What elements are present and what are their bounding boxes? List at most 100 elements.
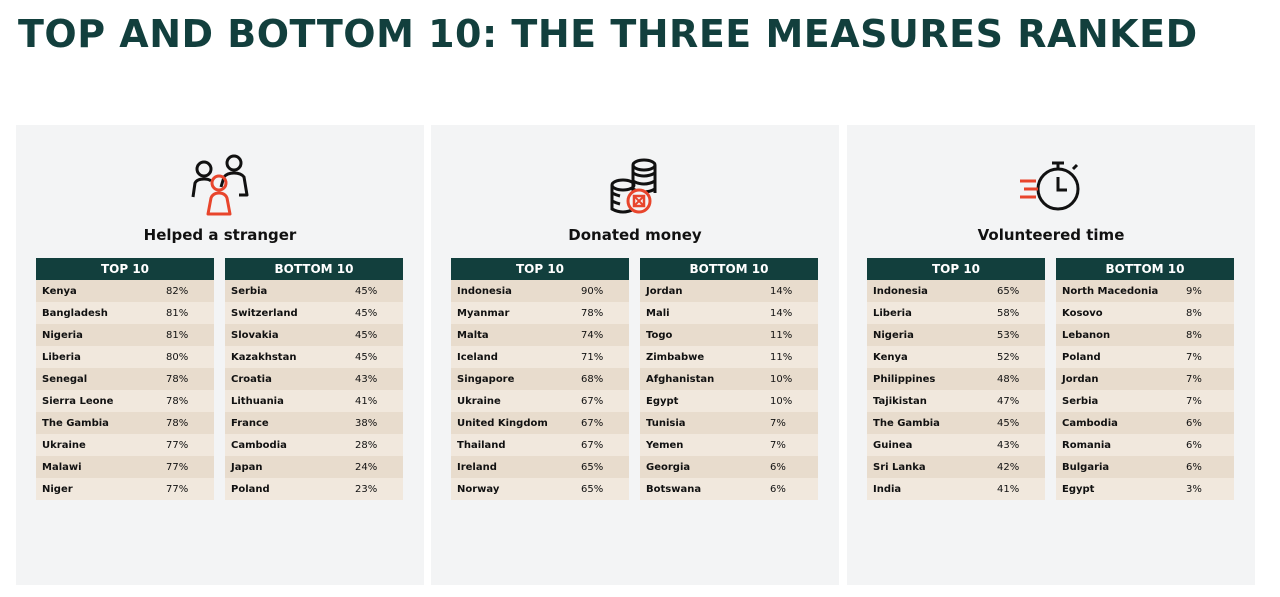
country-name: Myanmar — [457, 307, 510, 319]
country-name: Singapore — [457, 373, 515, 385]
percent-value: 48% — [997, 373, 1020, 385]
percent-value: 7% — [1186, 395, 1202, 407]
country-name: Slovakia — [231, 329, 279, 341]
percent-value: 68% — [581, 373, 604, 385]
table-row: Malawi 77% — [36, 456, 214, 478]
country-name: Lebanon — [1062, 329, 1111, 341]
percent-value: 53% — [997, 329, 1020, 341]
country-name: Afghanistan — [646, 373, 715, 385]
country-name: Bangladesh — [42, 307, 108, 319]
percent-value: 11% — [770, 329, 793, 341]
panel-title: Donated money — [568, 226, 702, 244]
percent-value: 67% — [581, 395, 604, 407]
percent-value: 41% — [355, 395, 378, 407]
country-name: Ukraine — [457, 395, 501, 407]
panel-title: Helped a stranger — [143, 226, 297, 244]
table-row: Tunisia 7% — [640, 412, 818, 434]
percent-value: 6% — [1186, 417, 1202, 429]
country-name: Cambodia — [1062, 417, 1118, 429]
table-row: Serbia 7% — [1056, 390, 1234, 412]
country-name: The Gambia — [42, 417, 109, 429]
percent-value: 23% — [355, 483, 378, 495]
country-name: Zimbabwe — [646, 351, 705, 363]
country-name: Tajikistan — [873, 395, 927, 407]
country-name: Liberia — [873, 307, 912, 319]
percent-value: 67% — [581, 417, 604, 429]
country-name: Croatia — [231, 373, 272, 385]
table-row: Georgia 6% — [640, 456, 818, 478]
table-row: Thailand 67% — [451, 434, 629, 456]
percent-value: 77% — [166, 483, 189, 495]
table-row: Kazakhstan 45% — [225, 346, 403, 368]
table-row: Philippines 48% — [867, 368, 1045, 390]
table-header: TOP 10 — [36, 258, 214, 280]
country-name: Tunisia — [646, 417, 686, 429]
table-row: India 41% — [867, 478, 1045, 500]
country-name: Switzerland — [231, 307, 298, 319]
table-row: Iceland 71% — [451, 346, 629, 368]
percent-value: 45% — [355, 329, 378, 341]
table-row: Cambodia 28% — [225, 434, 403, 456]
country-name: Norway — [457, 483, 500, 495]
table-header: TOP 10 — [867, 258, 1045, 280]
percent-value: 14% — [770, 307, 793, 319]
table-row: Kosovo 8% — [1056, 302, 1234, 324]
country-name: Poland — [1062, 351, 1101, 363]
table-row: Kenya 82% — [36, 280, 214, 302]
percent-value: 78% — [166, 395, 189, 407]
table-body: North Macedonia 9% Kosovo 8% Lebanon 8% Poland… — [1056, 280, 1234, 500]
table-row: Bangladesh 81% — [36, 302, 214, 324]
percent-value: 7% — [770, 439, 786, 451]
percent-value: 45% — [355, 285, 378, 297]
table-row: Sri Lanka 42% — [867, 456, 1045, 478]
country-name: Serbia — [1062, 395, 1099, 407]
percent-value: 6% — [770, 461, 786, 473]
table-row: Malta 74% — [451, 324, 629, 346]
country-name: Ireland — [457, 461, 497, 473]
table-row: Mali 14% — [640, 302, 818, 324]
table-row: Jordan 14% — [640, 280, 818, 302]
table-row: Ukraine 77% — [36, 434, 214, 456]
table-row: Serbia 45% — [225, 280, 403, 302]
country-name: Niger — [42, 483, 73, 495]
percent-value: 6% — [770, 483, 786, 495]
table-row: Ireland 65% — [451, 456, 629, 478]
percent-value: 9% — [1186, 285, 1202, 297]
table-row: Lebanon 8% — [1056, 324, 1234, 346]
country-name: Jordan — [1062, 373, 1099, 385]
percent-value: 78% — [166, 417, 189, 429]
table-row: United Kingdom 67% — [451, 412, 629, 434]
table-row: Afghanistan 10% — [640, 368, 818, 390]
table-row: Tajikistan 47% — [867, 390, 1045, 412]
bottom-10-table: BOTTOM 10 Serbia 45% Switzerland 45% Slovaki… — [225, 258, 403, 500]
country-name: Iceland — [457, 351, 498, 363]
country-name: Serbia — [231, 285, 268, 297]
top-10-table: TOP 10 Indonesia 90% Myanmar 78% Malta 74% Ice… — [451, 258, 629, 500]
country-name: India — [873, 483, 902, 495]
top-10-table: TOP 10 Indonesia 65% Liberia 58% Nigeria 53% K… — [867, 258, 1045, 500]
table-header: BOTTOM 10 — [1056, 258, 1234, 280]
table-row: Egypt 10% — [640, 390, 818, 412]
percent-value: 81% — [166, 307, 189, 319]
country-name: Nigeria — [42, 329, 83, 341]
table-row: Kenya 52% — [867, 346, 1045, 368]
table-row: Singapore 68% — [451, 368, 629, 390]
percent-value: 7% — [770, 417, 786, 429]
country-name: Liberia — [42, 351, 81, 363]
country-name: Kosovo — [1062, 307, 1103, 319]
table-row: Switzerland 45% — [225, 302, 403, 324]
country-name: Philippines — [873, 373, 936, 385]
percent-value: 7% — [1186, 351, 1202, 363]
table-row: Niger 77% — [36, 478, 214, 500]
table-row: Sierra Leone 78% — [36, 390, 214, 412]
country-name: Togo — [646, 329, 673, 341]
percent-value: 45% — [355, 307, 378, 319]
country-name: United Kingdom — [457, 417, 548, 429]
table-row: France 38% — [225, 412, 403, 434]
country-name: Cambodia — [231, 439, 287, 451]
country-name: Guinea — [873, 439, 913, 451]
country-name: Senegal — [42, 373, 88, 385]
table-row: Ukraine 67% — [451, 390, 629, 412]
percent-value: 43% — [997, 439, 1020, 451]
percent-value: 6% — [1186, 461, 1202, 473]
